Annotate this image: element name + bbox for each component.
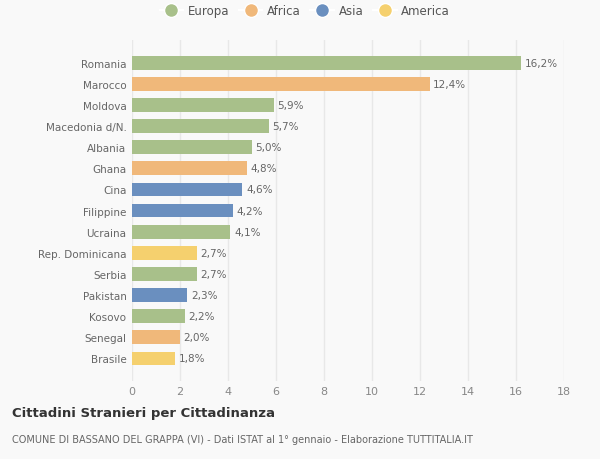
Bar [132, 352, 175, 365]
Text: 5,0%: 5,0% [256, 143, 282, 153]
Bar [132, 268, 197, 281]
Text: Cittadini Stranieri per Cittadinanza: Cittadini Stranieri per Cittadinanza [12, 406, 275, 419]
Text: 5,7%: 5,7% [272, 122, 299, 132]
Text: COMUNE DI BASSANO DEL GRAPPA (VI) - Dati ISTAT al 1° gennaio - Elaborazione TUTT: COMUNE DI BASSANO DEL GRAPPA (VI) - Dati… [12, 434, 473, 444]
Bar [132, 289, 187, 302]
Text: 16,2%: 16,2% [524, 59, 557, 68]
Bar [132, 57, 521, 70]
Bar [132, 183, 242, 197]
Bar [132, 246, 197, 260]
Text: 5,9%: 5,9% [277, 101, 304, 111]
Text: 4,2%: 4,2% [236, 206, 263, 216]
Text: 2,2%: 2,2% [188, 312, 215, 321]
Text: 2,7%: 2,7% [200, 248, 227, 258]
Text: 2,3%: 2,3% [191, 291, 217, 301]
Text: 12,4%: 12,4% [433, 80, 466, 90]
Text: 2,7%: 2,7% [200, 269, 227, 280]
Bar [132, 78, 430, 91]
Text: 1,8%: 1,8% [179, 354, 205, 364]
Bar [132, 225, 230, 239]
Text: 4,1%: 4,1% [234, 227, 260, 237]
Text: 4,6%: 4,6% [246, 185, 272, 195]
Bar [132, 331, 180, 344]
Bar [132, 120, 269, 134]
Text: 2,0%: 2,0% [184, 333, 210, 342]
Text: 4,8%: 4,8% [251, 164, 277, 174]
Bar [132, 310, 185, 324]
Bar [132, 141, 252, 155]
Legend: Europa, Africa, Asia, America: Europa, Africa, Asia, America [156, 1, 454, 22]
Bar [132, 204, 233, 218]
Bar [132, 99, 274, 112]
Bar [132, 162, 247, 176]
